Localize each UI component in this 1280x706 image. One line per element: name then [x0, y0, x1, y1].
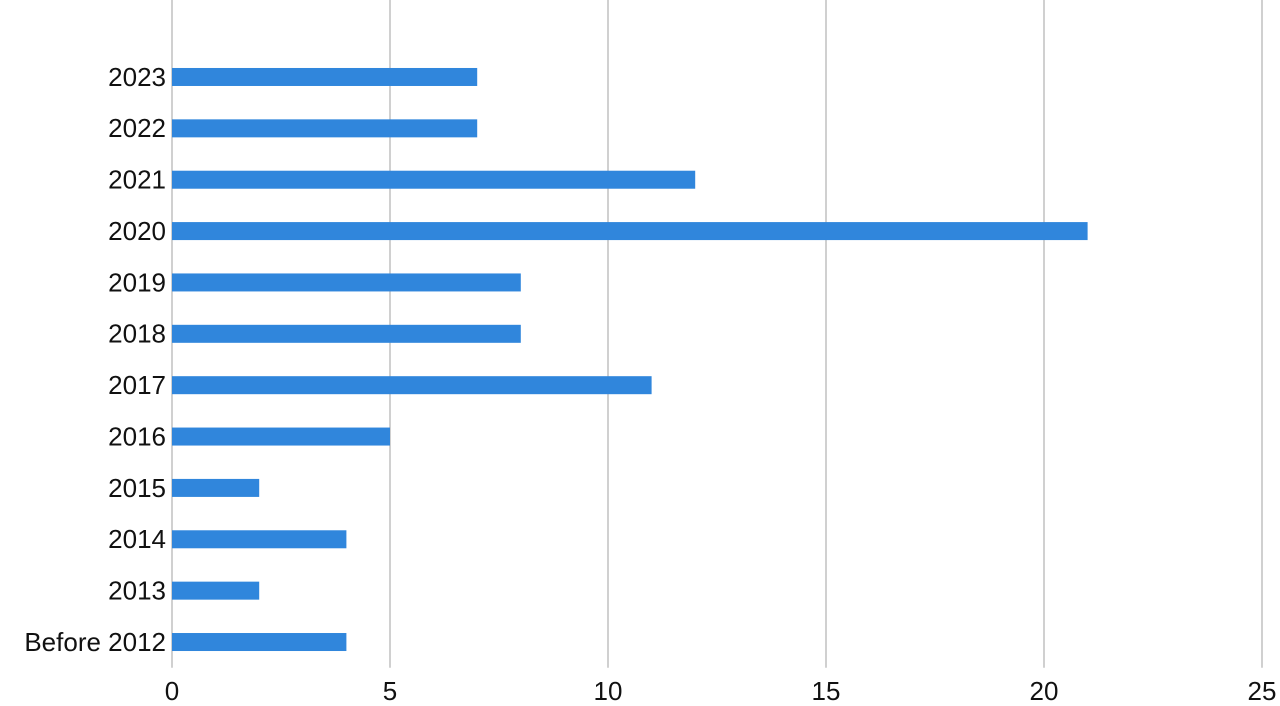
bar: [172, 324, 521, 343]
bar: [172, 273, 521, 292]
bar: [172, 633, 347, 652]
bar: [172, 581, 260, 600]
y-tick-label: 2015: [108, 473, 166, 503]
y-tick-label: Before 2012: [24, 627, 166, 657]
y-tick-label: 2020: [108, 216, 166, 246]
x-tick-label: 15: [812, 676, 841, 706]
bar: [172, 170, 696, 189]
bar: [172, 427, 390, 446]
bar: [172, 67, 478, 86]
y-tick-label: 2018: [108, 319, 166, 349]
x-tick-label: 10: [594, 676, 623, 706]
x-tick-label: 20: [1030, 676, 1059, 706]
y-tick-label: 2013: [108, 576, 166, 606]
x-tick-label: 0: [165, 676, 179, 706]
x-tick-label: 5: [383, 676, 397, 706]
y-tick-label: 2019: [108, 267, 166, 297]
bar: [172, 530, 347, 549]
y-tick-label: 2023: [108, 62, 166, 92]
y-tick-label: 2014: [108, 524, 166, 554]
bar: [172, 222, 1088, 241]
bar: [172, 119, 478, 138]
y-tick-label: 2022: [108, 113, 166, 143]
bar: [172, 478, 260, 497]
y-tick-label: 2021: [108, 165, 166, 195]
y-tick-label: 2016: [108, 421, 166, 451]
x-tick-label: 25: [1248, 676, 1277, 706]
bar: [172, 376, 652, 395]
y-tick-label: 2017: [108, 370, 166, 400]
